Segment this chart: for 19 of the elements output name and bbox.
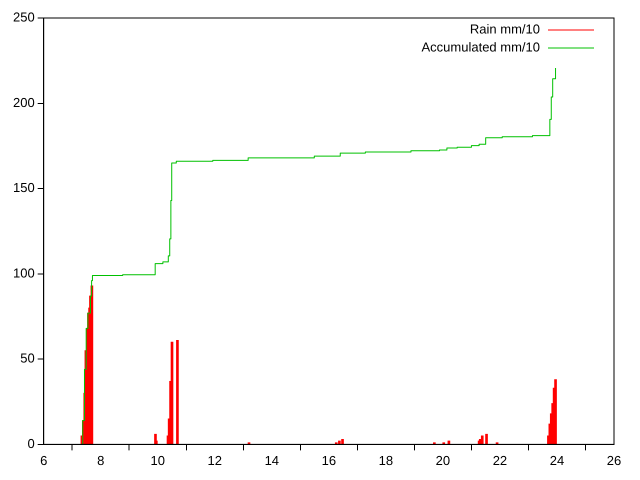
- y-tick-label: 100: [12, 265, 35, 280]
- x-tick-label: 6: [40, 452, 48, 468]
- y-tick-label: 250: [12, 10, 35, 25]
- legend-label: Accumulated mm/10: [422, 40, 540, 55]
- x-tick-label: 22: [492, 452, 508, 468]
- x-tick-label: 16: [322, 452, 336, 468]
- y-tick-label: 150: [12, 180, 35, 196]
- legend-label: Rain mm/10: [470, 22, 540, 37]
- x-tick-label: 12: [208, 452, 222, 468]
- x-tick-label: 8: [97, 452, 104, 468]
- x-tick-label: 10: [150, 452, 165, 468]
- x-tick-label: 24: [550, 452, 564, 468]
- x-tick-label: 20: [436, 452, 450, 468]
- x-tick-label: 18: [378, 452, 394, 468]
- x-tick-label: 14: [264, 452, 280, 468]
- y-tick-label: 50: [20, 350, 35, 366]
- y-tick-label: 0: [27, 436, 35, 451]
- y-tick-label: 200: [12, 94, 35, 110]
- x-tick-label: 26: [606, 452, 622, 468]
